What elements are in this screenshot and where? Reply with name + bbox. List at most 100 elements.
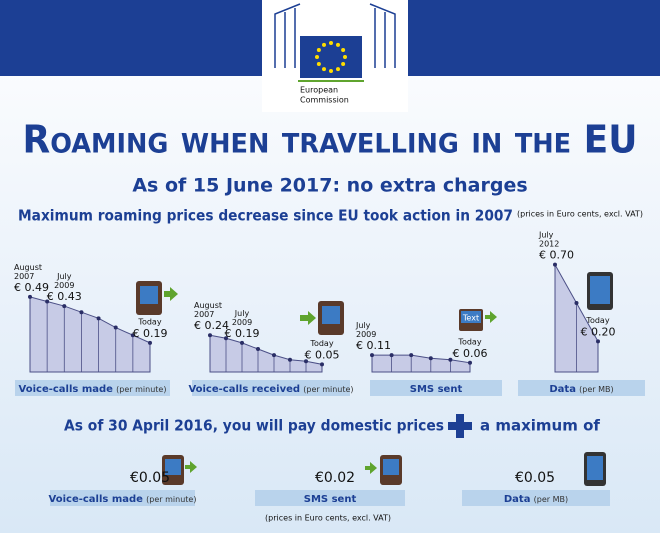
category-label: August 2007 — [14, 262, 42, 280]
star — [322, 42, 326, 47]
point — [389, 353, 394, 358]
category-label: July 2009 — [232, 308, 252, 326]
value-label: € 0.11 — [356, 339, 391, 352]
section-heading: Maximum roaming prices decrease since EU… — [18, 207, 513, 225]
point — [96, 316, 101, 321]
category-line: 2009 — [356, 330, 376, 339]
category-line: 2012 — [539, 239, 559, 248]
category-line: July — [56, 272, 72, 281]
star — [343, 55, 347, 59]
caption: Voice-calls made (per minute) — [49, 494, 197, 505]
caption-unit: (per minute) — [303, 385, 353, 394]
price: €0.02 — [315, 470, 355, 486]
caption: SMS sent — [304, 494, 357, 505]
price: €0.05 — [130, 470, 170, 486]
category-line: 2009 — [54, 281, 74, 290]
star — [322, 67, 326, 72]
caption-bar — [15, 380, 170, 396]
caption: Voice-calls received (per minute) — [188, 384, 353, 395]
caption-name: SMS sent — [304, 494, 357, 505]
caption-name: Voice-calls received — [188, 384, 300, 395]
value-label: € 0.24 — [194, 319, 229, 332]
logo: European Commission — [262, 0, 408, 112]
point — [272, 353, 276, 358]
value-label: € 0.19 — [133, 327, 168, 340]
point — [288, 357, 292, 362]
category-line: 2007 — [194, 310, 214, 319]
category-label: Today — [309, 339, 333, 348]
point — [596, 339, 600, 344]
phone-icon — [136, 281, 178, 315]
star — [341, 48, 346, 52]
point — [130, 333, 135, 338]
category-label: July 2009 — [355, 321, 376, 339]
star — [316, 48, 321, 52]
caption: SMS sent — [410, 384, 463, 395]
category-line: July — [234, 308, 250, 317]
value-label: € 0.43 — [47, 290, 82, 303]
plus-icon — [448, 414, 472, 438]
section2-note: (prices in Euro cents, excl. VAT) — [265, 514, 391, 523]
point — [428, 356, 433, 361]
caption-unit: (per minute) — [146, 495, 196, 504]
star — [336, 67, 340, 72]
caption-unit: (per MB) — [534, 495, 568, 504]
caption: Voice-calls made (per minute) — [19, 384, 167, 395]
point — [370, 353, 374, 358]
caption-name: Data — [504, 494, 531, 505]
value-label: € 0.06 — [453, 347, 488, 360]
value-label: € 0.05 — [305, 348, 340, 361]
point — [256, 347, 260, 351]
category-label: Today — [585, 316, 609, 325]
star — [316, 62, 321, 66]
caption-name: Voice-calls made — [49, 494, 144, 505]
subtitle: As of 15 June 2017: no extra charges — [132, 175, 527, 197]
point — [409, 353, 414, 358]
point — [240, 340, 244, 345]
star — [341, 62, 346, 66]
point — [574, 301, 579, 305]
point — [62, 304, 67, 309]
point — [320, 362, 324, 367]
caption-bar — [462, 490, 610, 506]
category-label: Today — [137, 317, 161, 326]
tablet-icon — [584, 452, 606, 486]
caption-name: Voice-calls made — [19, 384, 114, 395]
caption-name: Data — [549, 384, 576, 395]
caption-unit: (per minute) — [116, 385, 166, 394]
phone-icon — [162, 455, 197, 485]
category-label: July 2012 — [538, 230, 559, 248]
point — [208, 333, 212, 338]
phone-icon — [300, 301, 344, 335]
caption-unit: (per MB) — [579, 385, 613, 394]
category-line: 2009 — [232, 317, 252, 326]
category-line: August — [194, 301, 222, 310]
category-line: August — [14, 262, 42, 271]
section2-heading: a maximum of — [480, 417, 600, 435]
category-line: 2007 — [14, 271, 34, 280]
caption-bar — [50, 490, 195, 506]
caption-bar — [518, 380, 645, 396]
value-label: € 0.49 — [14, 281, 49, 294]
caption-bar — [255, 490, 405, 506]
point — [304, 359, 308, 364]
logo-text: European — [300, 86, 338, 95]
point — [224, 336, 228, 341]
value-label: € 0.20 — [581, 325, 616, 338]
category-label: Today — [457, 337, 481, 346]
point — [468, 360, 472, 365]
caption: Data (per MB) — [504, 494, 568, 505]
point — [553, 262, 557, 267]
point — [448, 357, 453, 362]
point — [45, 299, 50, 304]
category-label: August 2007 — [194, 301, 222, 319]
price: €0.05 — [515, 470, 555, 486]
star — [329, 41, 333, 45]
sms-icon: Text — [459, 309, 497, 331]
category-line: July — [538, 230, 554, 239]
value-label: € 0.70 — [539, 249, 574, 262]
caption-bar — [192, 380, 350, 396]
logo-text: Commission — [300, 96, 349, 105]
category-label: July 2009 — [54, 272, 74, 290]
